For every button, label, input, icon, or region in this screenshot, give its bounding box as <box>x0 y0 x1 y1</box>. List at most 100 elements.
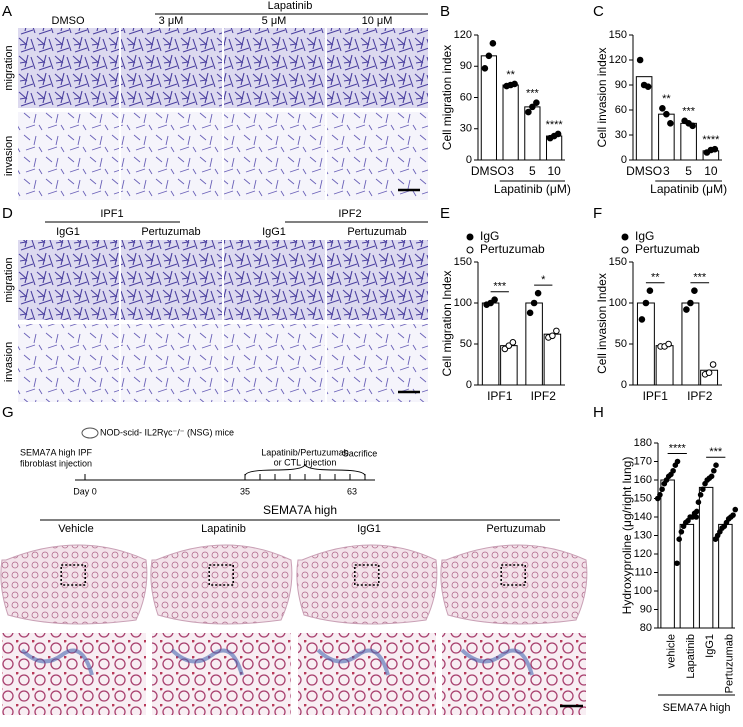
row-label: migration <box>3 257 15 302</box>
data-point <box>525 108 532 116</box>
bar <box>680 122 697 161</box>
significance: **** <box>546 119 564 131</box>
significance: *** <box>682 106 696 118</box>
label: NOD-scid- IL2Rγc⁻/⁻ (NSG) mice <box>100 427 234 437</box>
data-point <box>693 508 700 515</box>
inset-box <box>500 564 526 586</box>
x-axis-label: Lapatinib (μM) <box>494 182 571 196</box>
y-tick-label: 30 <box>615 129 627 141</box>
y-tick-label: 90 <box>640 603 652 615</box>
data-point <box>700 486 706 493</box>
panel-label: A <box>2 3 12 20</box>
data-point <box>674 560 680 567</box>
bar <box>481 302 500 386</box>
data-point <box>665 340 672 348</box>
micrograph <box>18 240 119 320</box>
bar <box>543 333 562 386</box>
y-tick-label: 80 <box>640 622 652 634</box>
panel-label: E <box>440 205 450 222</box>
x-tick-label: 3 <box>663 164 670 178</box>
y-axis-label: Cell invasion Index <box>595 273 609 374</box>
data-point <box>691 287 698 295</box>
data-point <box>529 103 536 111</box>
y-tick-label: 100 <box>454 297 472 309</box>
column-label: Pertuzumab <box>347 226 406 238</box>
x-tick-label: 5 <box>529 164 536 178</box>
data-point <box>534 289 542 297</box>
micrograph <box>121 240 222 320</box>
inset-box <box>208 564 234 586</box>
significance: * <box>541 274 546 286</box>
micrograph <box>121 324 222 402</box>
bar <box>681 302 700 386</box>
data-point <box>509 339 517 346</box>
label: fibroblast injection <box>20 458 92 468</box>
data-point <box>693 514 700 520</box>
y-axis-label: Cell migration index <box>440 45 454 150</box>
micrograph <box>327 324 428 402</box>
y-tick-label: 90 <box>460 60 472 72</box>
column-label: Pertuzumab <box>486 523 545 535</box>
significance: **** <box>702 134 720 146</box>
data-point <box>489 40 497 47</box>
panel-label: F <box>593 205 602 222</box>
y-tick-label: 0 <box>621 154 627 166</box>
inset-box <box>354 564 380 586</box>
data-point <box>730 512 736 518</box>
micrograph <box>121 28 222 108</box>
micrograph <box>121 112 222 200</box>
label: 35 <box>240 486 250 496</box>
micrograph <box>18 112 119 200</box>
x-tick-label: IPF2 <box>531 389 557 403</box>
data-point <box>663 110 670 118</box>
column-label: 3 μM <box>159 15 184 27</box>
y-tick-label: 170 <box>634 455 652 467</box>
bar <box>679 523 695 629</box>
y-tick-label: 120 <box>634 548 652 560</box>
x-tick-label: IPF1 <box>487 389 513 403</box>
y-tick-label: 150 <box>454 256 472 268</box>
fibrosis <box>316 648 390 676</box>
bar <box>660 479 675 629</box>
panel-label: D <box>2 205 13 222</box>
label: Sacrifice <box>343 448 378 458</box>
x-tick-label: IgG1 <box>704 634 716 658</box>
data-point <box>705 369 713 377</box>
data-point <box>683 306 690 313</box>
group-label: IPF1 <box>100 208 123 220</box>
column-label: 10 μM <box>362 15 393 27</box>
row-label: invasion <box>3 342 15 382</box>
micrograph <box>18 28 119 108</box>
data-point <box>687 299 694 307</box>
significance: *** <box>493 281 507 293</box>
y-tick-label: 150 <box>609 29 627 41</box>
micrograph <box>224 28 325 108</box>
y-tick-label: 30 <box>460 123 472 135</box>
column-label: 5 μM <box>262 15 287 27</box>
y-tick-label: 90 <box>615 79 627 91</box>
inset-box <box>60 564 86 586</box>
micrograph <box>152 633 291 715</box>
data-point <box>732 506 739 513</box>
group-label: Lapatinib <box>268 0 313 12</box>
significance: *** <box>693 272 707 284</box>
lung-section <box>150 544 293 625</box>
bar <box>698 486 714 629</box>
legend-label: IgG <box>635 229 654 243</box>
data-point <box>670 467 676 474</box>
y-tick-label: 140 <box>634 511 652 523</box>
y-tick-label: 110 <box>634 566 652 578</box>
micrograph <box>327 112 428 200</box>
data-point <box>713 462 719 469</box>
y-tick-label: 150 <box>634 492 652 504</box>
fibrosis <box>20 648 94 676</box>
micrograph <box>2 633 146 715</box>
significance: ** <box>662 93 671 105</box>
bar <box>502 84 519 161</box>
data-point <box>667 120 674 127</box>
column-label: DMSO <box>52 15 85 27</box>
data-point <box>646 287 654 295</box>
column-label: IgG1 <box>56 226 80 238</box>
lung-section <box>296 544 438 625</box>
